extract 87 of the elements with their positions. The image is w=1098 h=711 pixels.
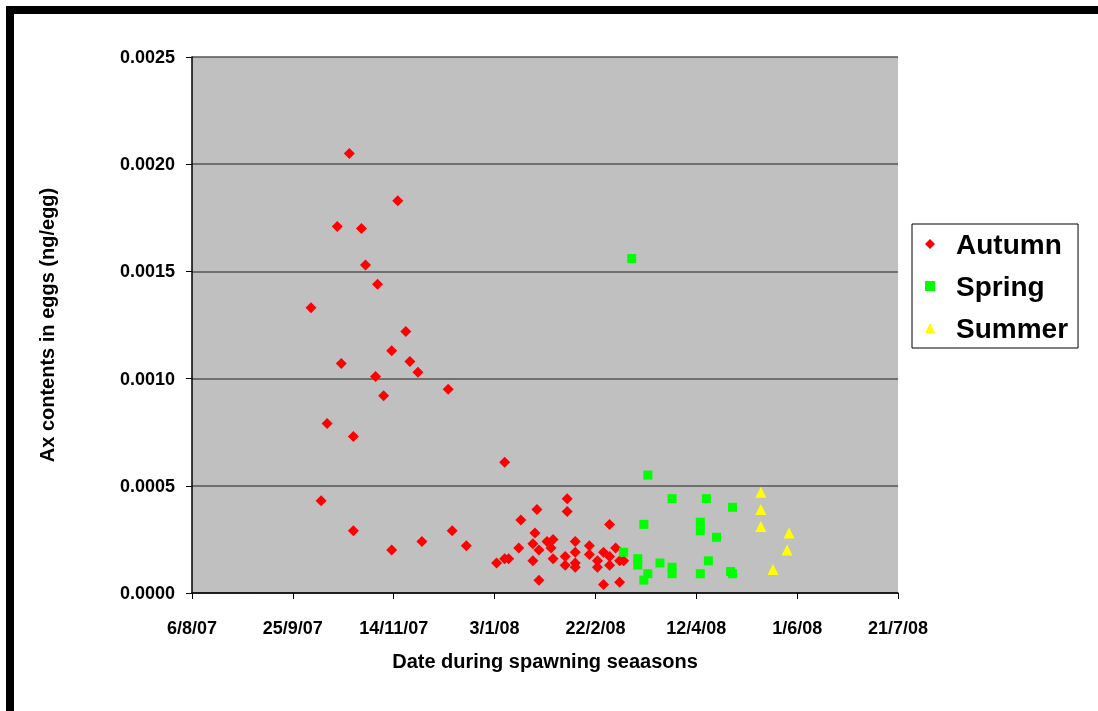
point [703,556,713,566]
point [331,220,343,232]
x-tick-label: 22/2/08 [565,618,626,638]
legend-label: Autumn [956,228,1062,260]
point [598,578,609,590]
point [547,553,559,565]
point [491,557,503,569]
y-tick-label: 0.0000 [119,583,175,603]
point [416,536,428,548]
x-tick-label: 12/4/08 [666,618,727,638]
x-tick-label: 6/8/07 [166,618,218,638]
point [355,223,367,235]
point [695,569,705,579]
point [711,532,721,542]
point [392,195,404,207]
point [583,540,595,552]
y-tick-label: 0.0010 [119,368,175,389]
point [643,470,653,480]
point [667,569,677,579]
point [404,355,416,367]
point [561,506,573,518]
point [655,558,665,568]
point [529,527,541,539]
point [728,502,738,512]
point [559,559,571,571]
point [569,546,581,558]
point [386,544,398,556]
point [755,503,767,515]
y-tick-label: 0.0025 [119,47,175,67]
point [781,544,793,556]
point [513,542,525,554]
y-axis-title: Ax contents in eggs (ng/egg) [36,187,58,463]
point [386,345,398,357]
point [335,358,347,370]
x-tick-label: 25/9/07 [262,618,323,638]
point [527,538,539,550]
point [619,547,629,557]
point [755,486,767,498]
point [627,254,637,264]
point [527,555,539,567]
point [305,302,317,314]
point [639,519,649,529]
point [604,559,616,571]
x-tick-label: 3/1/08 [469,618,520,638]
point [614,576,626,588]
point [372,278,384,290]
point [400,325,412,337]
point [359,259,371,271]
point [321,418,333,430]
y-tick-label: 0.0005 [119,475,175,496]
point [604,518,616,530]
point [545,542,557,554]
point [515,514,527,526]
point [695,526,705,536]
x-tick-label: 14/11/07 [359,618,429,638]
point [460,540,472,552]
point [499,456,511,468]
point [767,563,779,575]
x-tick-label: 1/6/08 [772,618,823,638]
point [561,493,573,505]
point [315,495,327,507]
point [347,430,359,442]
point [667,494,677,504]
point [701,494,711,504]
point [610,542,622,554]
point [531,503,543,515]
point [639,575,649,585]
legend-label: Spring [956,270,1045,302]
point [378,390,390,402]
y-tick-label: 0.0020 [119,154,175,175]
point [442,383,454,395]
x-axis-title: Date during spawning seaasons [392,650,698,672]
point [347,525,359,537]
point [533,574,545,586]
legend-label: Summer [956,312,1069,344]
y-tick-label: 0.0015 [119,261,175,282]
point [343,147,355,159]
point [783,527,795,539]
point [446,525,458,537]
x-tick-label: 21/7/08 [867,618,929,638]
point [412,366,424,378]
point [569,536,581,548]
point [755,521,767,533]
point [633,560,643,570]
point [370,370,382,382]
point [533,544,545,556]
point [598,546,609,558]
